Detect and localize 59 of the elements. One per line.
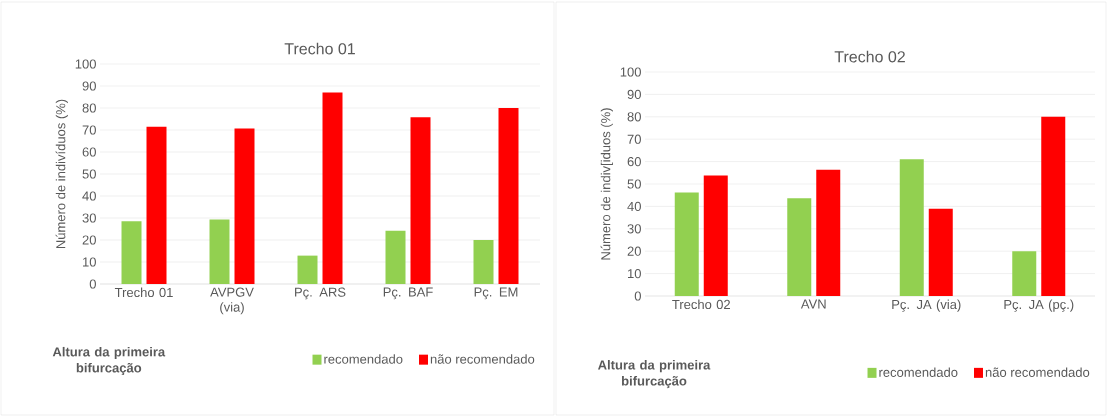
x-tick-label: Pç. JA (via) <box>892 299 961 312</box>
bar <box>899 159 924 296</box>
y-tick-label: 10 <box>83 257 96 267</box>
y-tick-label: 0 <box>634 291 641 301</box>
y-tick-label: 50 <box>627 179 641 189</box>
y-tick-label: 100 <box>75 59 96 69</box>
y-tick-label: 60 <box>82 147 96 157</box>
y-tick-label: 40 <box>627 201 641 211</box>
y-tick-label: 60 <box>627 157 641 167</box>
x-tick-label: Pç. EM <box>474 287 518 300</box>
y-tick-label: 30 <box>82 213 96 223</box>
legend-label: não recomendado <box>985 367 1090 377</box>
x-tick-label: Pç. JA (pç.) <box>1004 299 1074 312</box>
y-tick-label: 20 <box>627 246 641 256</box>
bar <box>385 230 406 284</box>
bar <box>703 175 728 296</box>
legend-label: recomendado <box>324 354 403 364</box>
bar <box>146 126 167 284</box>
y-tick-label: 30 <box>627 224 641 234</box>
y-tick-label: 70 <box>82 125 96 135</box>
bar <box>1041 116 1066 296</box>
y-tick-label: 40 <box>82 191 96 201</box>
y-tick-label: 70 <box>627 134 641 144</box>
bar <box>1012 251 1037 296</box>
bar <box>473 240 494 284</box>
y-tick-label: 20 <box>82 235 96 245</box>
bar <box>410 117 431 284</box>
bar <box>816 169 841 296</box>
bar <box>209 219 230 284</box>
y-tick-label: 50 <box>82 169 96 179</box>
y-tick-label: 100 <box>620 67 641 77</box>
y-tick-label: 90 <box>627 89 641 99</box>
legend-label: recomendado <box>879 367 958 377</box>
y-tick-label: 80 <box>627 112 641 122</box>
y-tick-label: 90 <box>82 81 96 91</box>
y-tick-label: 80 <box>82 103 96 113</box>
bar <box>928 208 953 296</box>
y-axis-title: Número de indivíduos (%) <box>55 99 68 249</box>
bar <box>322 92 343 284</box>
bar <box>674 192 699 296</box>
x-tick-label: AVN <box>800 299 826 309</box>
legend-label: não recomendado <box>430 354 535 364</box>
bar <box>498 108 519 284</box>
x-tick-label: Trecho 02 <box>672 299 730 310</box>
bar <box>297 255 318 284</box>
legend-title: Altura da primeira bifurcação <box>52 346 166 376</box>
y-tick-label: 10 <box>628 269 641 279</box>
y-axis-title: Número de indiv[iduos (%) <box>600 108 613 260</box>
x-tick-label: AVPGV (via) <box>210 287 254 315</box>
bar <box>234 128 255 284</box>
x-tick-label: Pç. BAF <box>383 287 433 300</box>
chart-title: Trecho 02 <box>834 50 905 63</box>
bar <box>121 221 142 284</box>
x-tick-label: Pç. ARS <box>295 287 346 300</box>
x-tick-label: Trecho 01 <box>114 287 173 298</box>
legend-title: Altura da primeira bifurcação <box>597 360 711 389</box>
chart-title: Trecho 01 <box>284 42 355 55</box>
bar <box>787 198 812 296</box>
y-tick-label: 0 <box>89 279 96 289</box>
